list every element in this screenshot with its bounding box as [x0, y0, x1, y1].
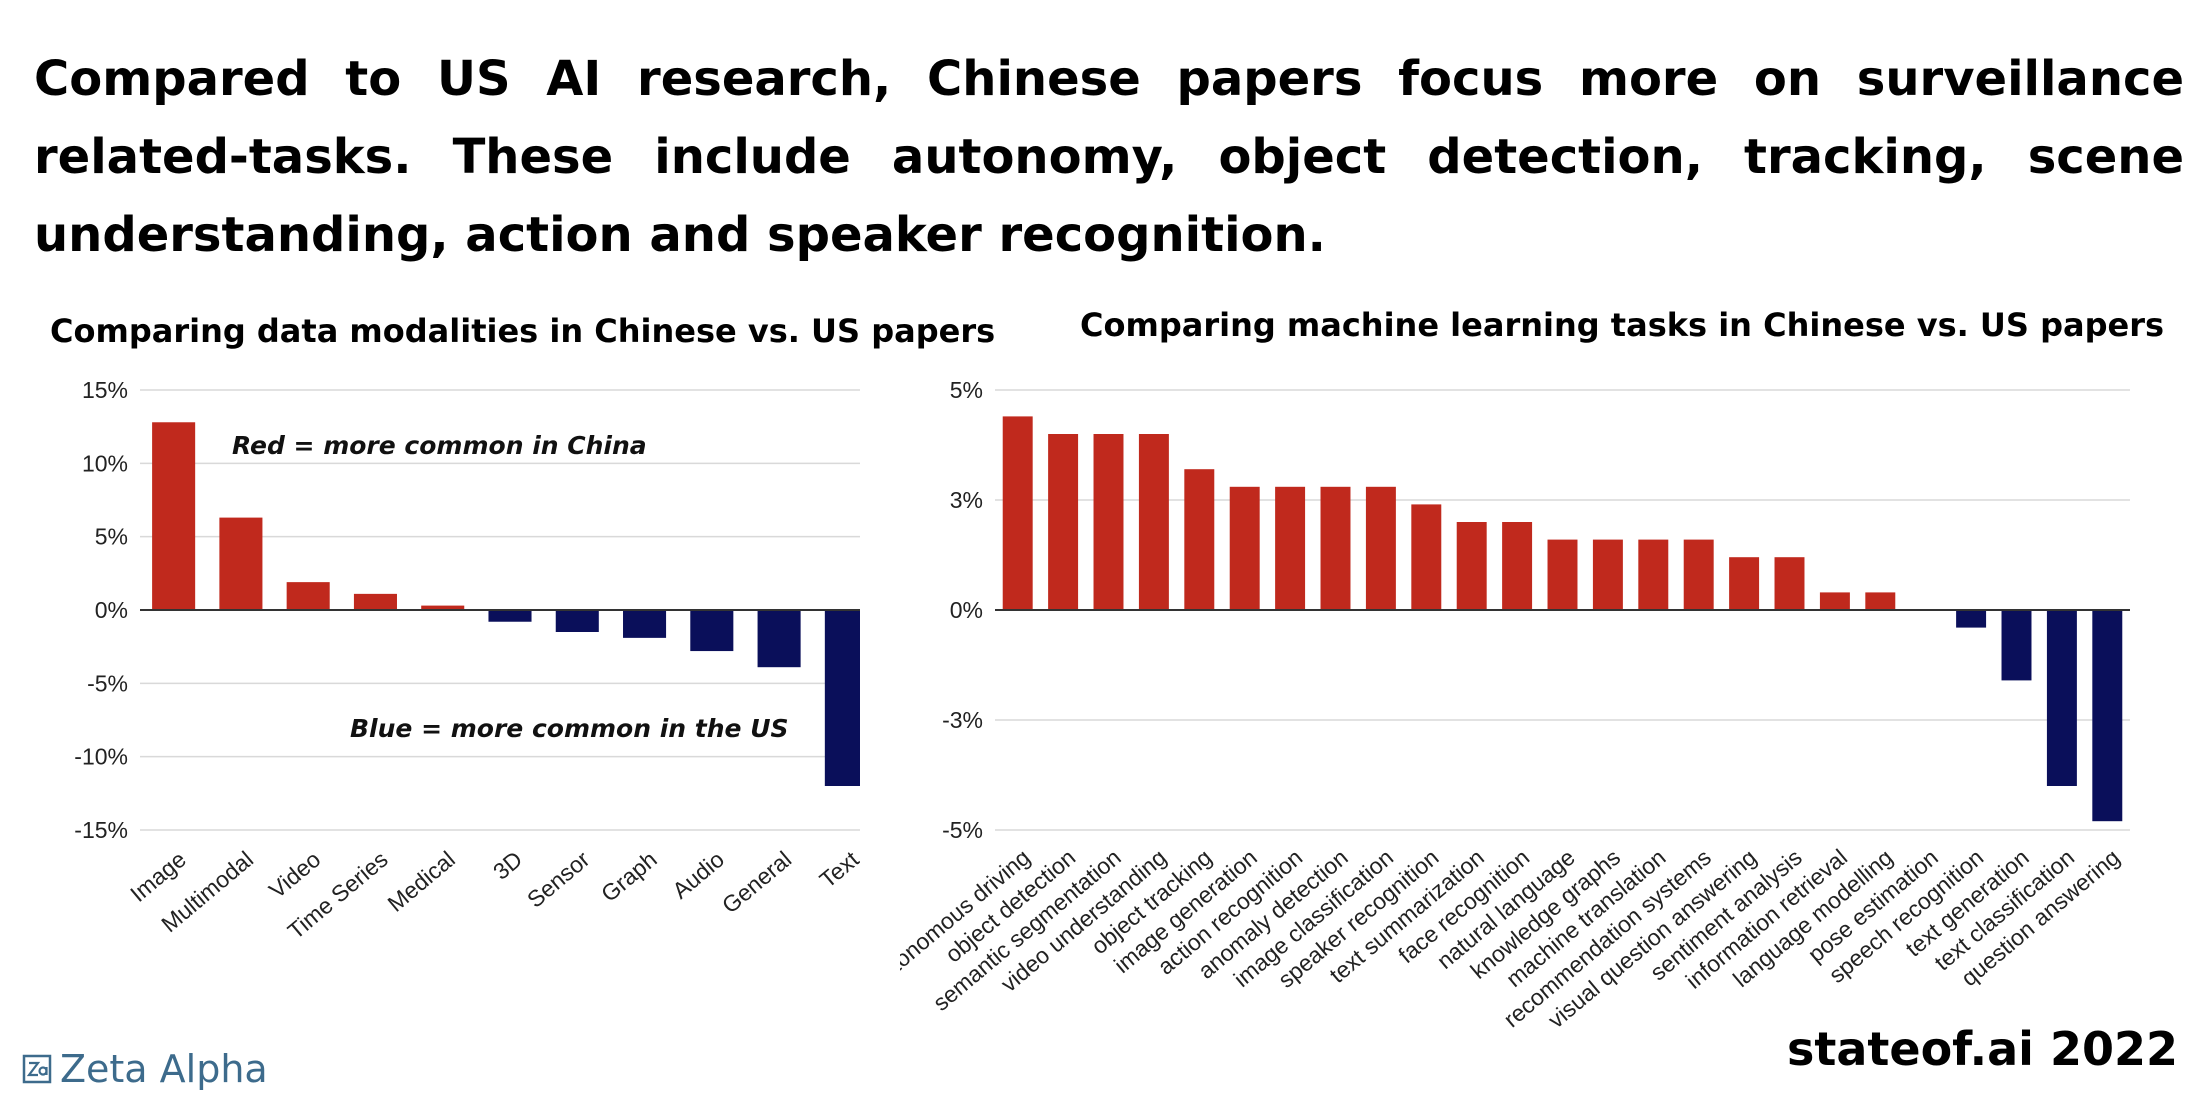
y-tick-label: -5%: [87, 670, 128, 696]
y-tick-label: -3%: [942, 707, 983, 733]
bar-graph: [623, 610, 667, 638]
y-tick-label: -5%: [942, 817, 983, 843]
bar-question-answering: [2092, 610, 2123, 822]
bar-text-generation: [2001, 610, 2032, 681]
annotation-china: Red = more common in China: [232, 431, 647, 460]
bar-sentiment-analysis: [1774, 557, 1805, 610]
x-tick-label: General: [717, 846, 796, 919]
bar-knowledge-graphs: [1592, 539, 1623, 610]
x-tick-label: Sensor: [522, 846, 595, 913]
bar-object-detection: [1048, 434, 1079, 610]
bar-video: [286, 582, 330, 610]
bar-information-retrieval: [1819, 592, 1850, 610]
bar-text: [824, 610, 860, 786]
y-tick-label: 5%: [95, 524, 128, 550]
bar-medical: [421, 605, 465, 610]
bar-action-recognition: [1275, 486, 1306, 610]
y-tick-label: -15%: [74, 817, 128, 843]
bar-language-modelling: [1865, 592, 1896, 610]
bar-image-generation: [1229, 486, 1260, 610]
bar-autonomous-driving: [1002, 416, 1033, 610]
bar-anomaly-detection: [1320, 486, 1351, 610]
y-tick-label: -10%: [74, 744, 128, 770]
headline: Compared to US AI research, Chinese pape…: [34, 51, 2184, 263]
bar-speaker-recognition: [1411, 504, 1442, 610]
bar-machine-translation: [1638, 539, 1669, 610]
bar-speech-recognition: [1956, 610, 1987, 628]
x-tick-label: Video: [264, 846, 325, 903]
x-tick-label: Medical: [383, 846, 460, 917]
x-tick-label: Text: [815, 846, 860, 893]
chart-title-modalities: Comparing data modalities in Chinese vs.…: [50, 312, 996, 350]
bar-object-tracking: [1184, 469, 1215, 610]
y-tick-label: 5%: [950, 377, 983, 403]
bar-time-series: [353, 593, 397, 610]
y-tick-label: 15%: [82, 377, 128, 403]
y-tick-label: 0%: [95, 597, 128, 623]
bar-semantic-segmentation: [1093, 434, 1124, 610]
bar-3d: [488, 610, 532, 622]
bar-face-recognition: [1502, 522, 1533, 610]
bar-text-classification: [2046, 610, 2077, 786]
zeta-alpha-logo: Zeta Alpha: [22, 1044, 268, 1094]
logo-text: Zeta Alpha: [60, 1047, 268, 1091]
bar-multimodal: [219, 517, 263, 610]
bar-natural-language: [1547, 539, 1578, 610]
y-tick-label: 10%: [82, 450, 128, 476]
bar-general: [757, 610, 801, 668]
bar-image: [152, 422, 196, 610]
x-tick-label: Graph: [596, 846, 662, 907]
bar-sensor: [555, 610, 599, 632]
bar-video-understanding: [1138, 434, 1169, 610]
annotation-us: Blue = more common in the US: [350, 714, 789, 743]
source-label: stateof.ai 2022: [1786, 1022, 2178, 1076]
bar-audio: [690, 610, 734, 652]
bar-image-classification: [1365, 486, 1396, 610]
bar-recommendation-systems: [1683, 539, 1714, 610]
zeta-alpha-logo-icon: [22, 1054, 52, 1084]
y-tick-label: 3%: [950, 487, 983, 513]
bar-visual-question-answering: [1729, 557, 1760, 610]
x-tick-label: 3D: [488, 846, 527, 885]
y-tick-label: 0%: [950, 597, 983, 623]
bar-text-summarization: [1456, 522, 1487, 610]
chart-title-tasks: Comparing machine learning tasks in Chin…: [1080, 306, 2165, 344]
